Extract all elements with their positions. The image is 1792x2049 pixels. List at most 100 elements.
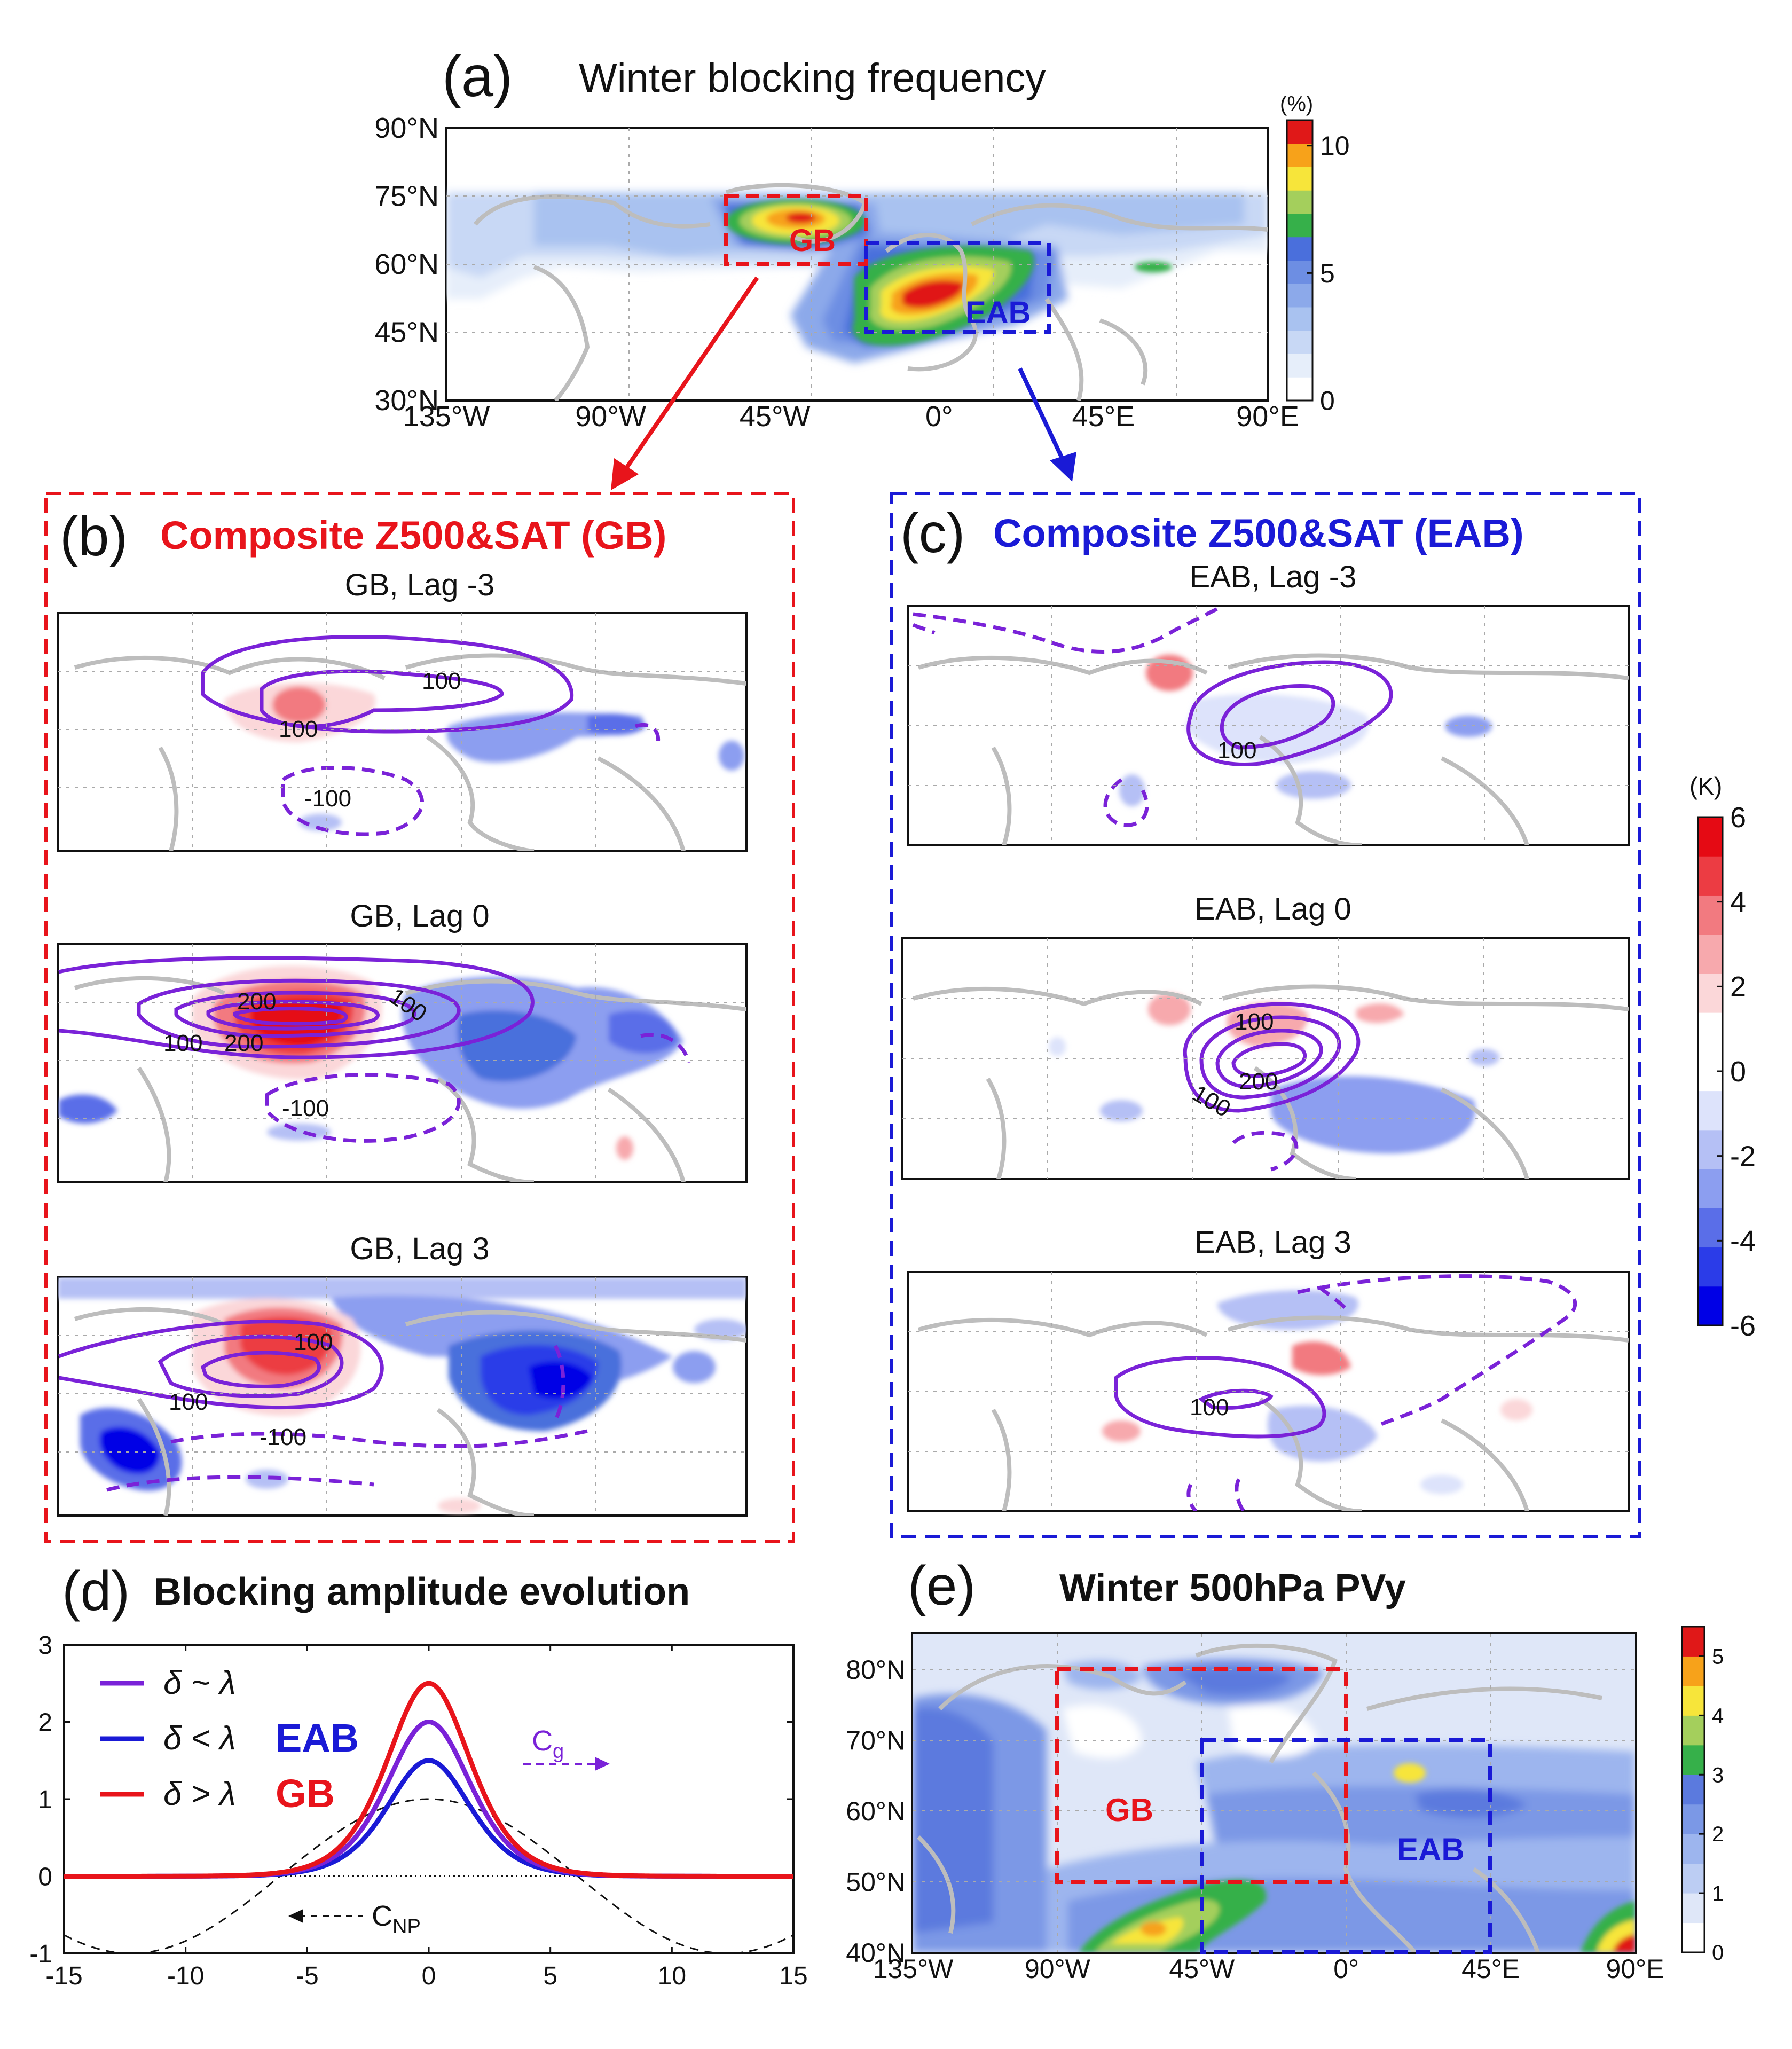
colorbar-tick-label: 3: [1712, 1763, 1724, 1787]
colorbar-tick-label: 0: [1320, 386, 1335, 416]
colorbar-swatch: [1682, 1922, 1704, 1953]
colorbar-swatch: [1287, 167, 1312, 191]
colorbar-tick-label: 4: [1730, 886, 1746, 918]
x-tick-label: 135°W: [403, 401, 490, 433]
y-tick-label: 80°N: [846, 1655, 906, 1685]
colorbar-swatch: [1682, 1627, 1704, 1657]
x-tick-label: -5: [296, 1962, 319, 1990]
colorbar-swatch: [1698, 1129, 1723, 1169]
colorbar-swatch: [1682, 1893, 1704, 1924]
map-c1-grid: [908, 606, 1629, 845]
map-b-lag3: [58, 1277, 746, 1516]
colorbar-swatch: [1698, 934, 1723, 974]
panel-a-gb-box: [724, 194, 868, 266]
colorbar-swatch: [1287, 354, 1312, 378]
cnp-label: CNP: [372, 1900, 421, 1938]
map-c-lag-minus3: [912, 607, 1629, 845]
colorbar-swatch: [1682, 1863, 1704, 1894]
panel-d-letter: (d): [62, 1560, 130, 1622]
panel-a-eab-label: EAB: [965, 295, 1031, 330]
contour-label: 200: [237, 988, 276, 1015]
x-tick-label: 0°: [925, 401, 953, 433]
contour-label: 100: [1190, 1394, 1229, 1420]
colorbar-swatch: [1698, 1012, 1723, 1052]
y-tick-label: 90°N: [374, 112, 439, 144]
cg-arrow-head: [595, 1757, 610, 1771]
panel-a-grid: [446, 128, 1268, 401]
panel-c-sub-3: EAB, Lag 3: [1194, 1225, 1351, 1260]
panel-a-letter: (a): [442, 44, 513, 108]
y-tick-label: 2: [38, 1709, 52, 1737]
panel-b-letter: (b): [60, 506, 128, 568]
panel-e: (e) Winter 500hPa PVy: [846, 1555, 1724, 1984]
legend-label: δ < λ: [163, 1720, 236, 1757]
cg-label-sub: g: [553, 1740, 564, 1763]
panel-b-sub-3: GB, Lag 3: [350, 1231, 489, 1266]
x-tick-label: 45°W: [740, 401, 811, 433]
panel-c-title: Composite Z500&SAT (EAB): [993, 511, 1524, 555]
y-tick-label: 70°N: [846, 1726, 906, 1756]
panel-b-dashed-frame: [44, 492, 795, 1543]
panel-a-x-ticks: 135°W 90°W 45°W 0° 45°E 90°E: [403, 401, 1299, 433]
y-tick-label: 60°N: [374, 248, 439, 280]
colorbar-swatch: [1287, 190, 1312, 214]
y-tick-label: 30°N: [374, 384, 439, 417]
panel-b-title: Composite Z500&SAT (GB): [160, 513, 666, 558]
colorbar-swatch: [1698, 1169, 1723, 1208]
panel-e-x-ticks: 135°W 90°W 45°W 0° 45°E 90°E: [873, 1954, 1664, 1984]
colorbar-tick-label: 4: [1712, 1704, 1724, 1728]
x-tick-label: -10: [167, 1962, 204, 1990]
cg-label: Cg: [532, 1725, 564, 1763]
panel-d-title: Blocking amplitude evolution: [154, 1571, 690, 1613]
map-c-lag0: [912, 984, 1629, 1179]
y-tick-label: 3: [38, 1631, 52, 1660]
panel-e-y-ticks: 80°N 70°N 60°N 50°N 40°N: [846, 1655, 906, 1968]
contour-label: 200: [1239, 1069, 1278, 1095]
legend-tag: EAB: [276, 1716, 359, 1760]
legend-label: δ > λ: [163, 1776, 236, 1812]
panel-b: (b) Composite Z500&SAT (GB) GB, Lag -3 G…: [44, 492, 795, 1543]
panel-e-shading: [913, 1634, 1635, 1952]
panel-arrows: [611, 276, 1076, 490]
panel-d-legend: δ ~ λ δ < λ EAB δ > λ GB: [100, 1665, 359, 1816]
x-tick-label: 90°E: [1236, 401, 1299, 433]
panel-a-coastlines: [473, 183, 1268, 401]
map-c3-grid: [908, 1272, 1629, 1511]
x-tick-label: 45°E: [1072, 401, 1135, 433]
map-b-lag0: [58, 956, 746, 1182]
colorbar-swatch: [1682, 1715, 1704, 1746]
colorbar-tick-label: 5: [1712, 1645, 1724, 1668]
panel-c: (c) Composite Z500&SAT (EAB) EAB, Lag -3…: [890, 492, 1756, 1538]
colorbar-swatch: [1287, 237, 1312, 261]
x-tick-label: -15: [45, 1962, 82, 1990]
colorbar-swatch: [1698, 1090, 1723, 1131]
colorbar-swatch: [1287, 330, 1312, 354]
colorbar-swatch: [1698, 973, 1723, 1013]
colorbar-tick-label: 0: [1712, 1941, 1724, 1965]
x-tick-label: 45°W: [1169, 1954, 1235, 1984]
legend-tag: GB: [276, 1771, 335, 1816]
map-c-lag3: [917, 1274, 1629, 1511]
cnp-arrow-head: [288, 1909, 303, 1923]
colorbar-swatch: [1287, 307, 1312, 331]
x-tick-label: 10: [658, 1962, 686, 1990]
colorbar-tick-label: 6: [1730, 802, 1746, 834]
panel-e-eab-label: EAB: [1397, 1832, 1465, 1867]
panel-e-title: Winter 500hPa PVy: [1059, 1567, 1406, 1610]
colorbar-swatch: [1682, 1745, 1704, 1775]
map-c2-grid: [902, 938, 1629, 1179]
cnp-label-main: C: [372, 1900, 392, 1932]
y-tick-label: 75°N: [374, 180, 439, 213]
x-tick-label: 90°W: [575, 401, 646, 433]
colorbar-tick-label: 0: [1730, 1056, 1746, 1088]
colorbar-swatch: [1682, 1656, 1704, 1686]
contour-label: -100: [304, 786, 351, 812]
panel-b-sub-1: GB, Lag -3: [345, 568, 494, 602]
panel-a-eab-box: [864, 241, 1051, 334]
colorbar-swatch: [1287, 284, 1312, 308]
y-tick-label: 45°N: [374, 317, 439, 349]
panel-c-cbar-unit: (K): [1689, 772, 1722, 800]
colorbar-swatch: [1698, 1286, 1723, 1326]
